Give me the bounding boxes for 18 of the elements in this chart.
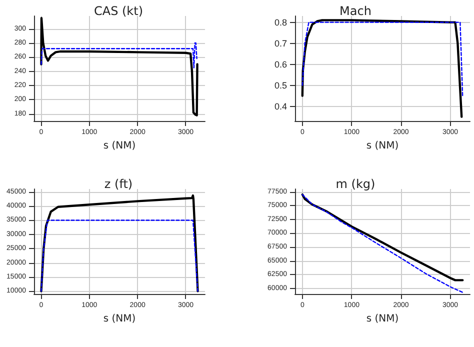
x-axis-title: s (NM)	[103, 140, 136, 152]
x-axis-title: s (NM)	[366, 140, 399, 152]
y-tick-label: 0.5	[274, 80, 287, 90]
x-axis-title: s (NM)	[366, 313, 399, 324]
y-tick-label: 0.4	[274, 101, 287, 112]
y-tick-label: 0.6	[274, 59, 287, 70]
line-series	[40, 17, 198, 116]
x-axis-title: s (NM)	[103, 313, 136, 324]
chart-title: CAS (kt)	[94, 4, 144, 18]
line-series	[40, 42, 198, 68]
chart-title: z (ft)	[104, 177, 133, 191]
line-series	[301, 19, 463, 118]
chart-title: Mach	[340, 4, 372, 18]
y-tick-label: 0.7	[274, 38, 287, 48]
line-series	[40, 194, 199, 292]
line-series	[302, 22, 464, 96]
chart-title: m (kg)	[336, 177, 376, 191]
y-tick-label: 0.8	[274, 17, 287, 28]
